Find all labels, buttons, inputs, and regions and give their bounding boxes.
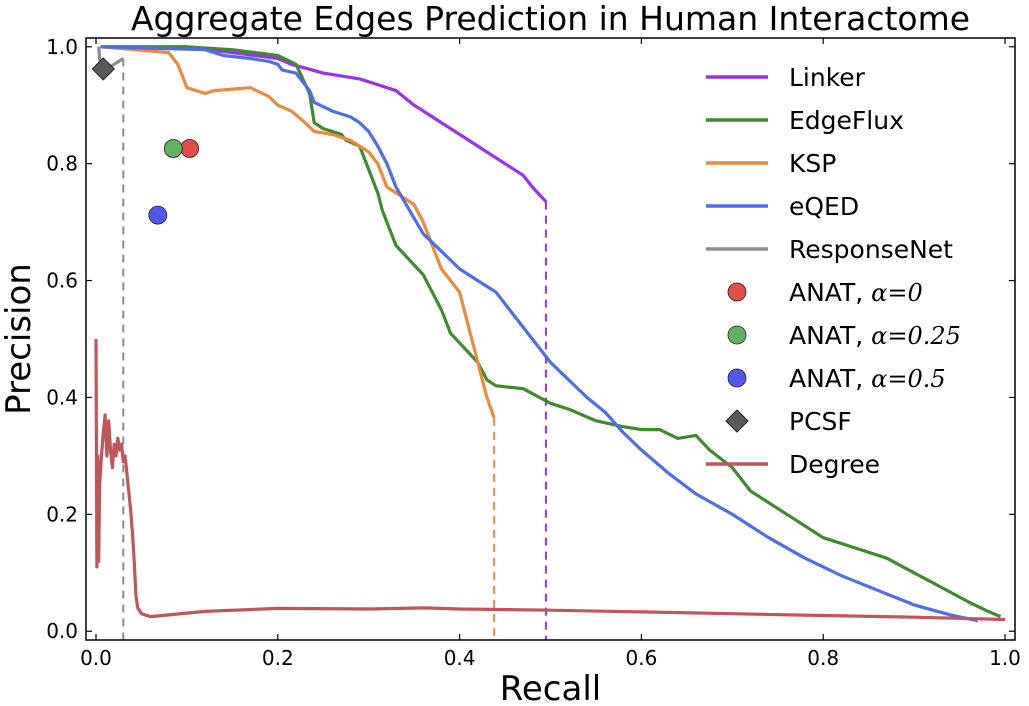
legend-label-linker: Linker [789,63,866,92]
legend-label-math: α=0 [871,279,923,307]
y-tick-label: 0.2 [46,502,78,526]
series-line-edgeflux [100,45,1002,619]
legend: Linker EdgeFlux KSP eQED ResponseNet ANAT, α=… [706,63,961,479]
y-tick-label: 0.4 [46,385,78,409]
legend-label-math: α=0.5 [871,365,945,393]
x-tick-label: 0.0 [80,646,112,670]
legend-swatch-anat-alpha-0-5 [727,368,747,388]
point-pcsf [91,57,115,81]
series-line-linker [100,45,548,203]
point-anat-alpha-0 [180,139,200,158]
legend-label-anat-alpha-0-5: ANAT, α=0.5 [789,364,946,393]
x-tick-label: 0.8 [807,646,839,670]
legend-label-text: ResponseNet [789,235,953,264]
x-tick-label: 0.4 [444,646,476,670]
legend-label-text: ANAT, [789,321,871,350]
point-anat-alpha-0-5 [148,205,168,225]
series-line-degree [94,338,1006,622]
legend-swatch-anat-alpha-0 [727,282,747,302]
axes: 0.0 0.2 0.4 0.6 0.8 1.0 0.0 0.2 0.4 0.6 0.8 1.0 [46,35,1021,670]
legend-label-text: ANAT, [789,364,871,393]
y-axis-label: Precision [0,263,39,415]
legend-label-anat-alpha-0: ANAT, α=0 [789,278,923,307]
legend-label-text: Linker [789,63,866,92]
legend-label-text: EdgeFlux [789,106,904,135]
legend-swatch-anat-alpha-0-25 [727,325,747,345]
legend-label-text: ANAT, [789,278,871,307]
legend-label-text: KSP [789,149,836,178]
legend-label-degree: Degree [789,450,880,479]
legend-label-text: Degree [789,450,880,479]
legend-label-math: α=0.25 [871,322,961,350]
legend-label-pcsf: PCSF [789,407,852,436]
plot-frame [85,37,1016,641]
y-tick-label: 0.8 [46,152,78,176]
series-line-ksp [100,45,496,419]
plot-area [91,45,1006,640]
legend-label-eqed: eQED [789,192,859,221]
chart-title: Aggregate Edges Prediction in Human Inte… [131,0,970,38]
y-tick-label: 0.0 [46,619,78,643]
x-tick-label: 1.0 [989,646,1021,670]
legend-swatch-pcsf [725,409,749,433]
legend-label-text: eQED [789,192,859,221]
legend-label-ksp: KSP [789,149,836,178]
x-tick-label: 0.6 [625,646,657,670]
legend-label-anat-alpha-0-25: ANAT, α=0.25 [789,321,961,350]
legend-label-responsenet: ResponseNet [789,235,953,264]
point-anat-alpha-0-25 [163,139,183,158]
legend-label-edgeflux: EdgeFlux [789,106,904,135]
x-tick-label: 0.2 [262,646,294,670]
y-tick-label: 1.0 [46,35,78,59]
series-line-eqed [100,45,979,623]
x-axis-label: Recall [500,669,601,706]
legend-label-text: PCSF [789,407,852,436]
y-tick-label: 0.6 [46,269,78,293]
